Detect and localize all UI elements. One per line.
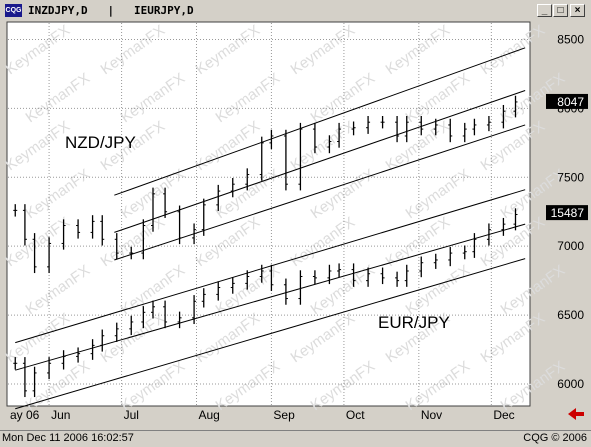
- price-chart[interactable]: KeymanFX KeymanFX KeymanFX KeymanFX KeymanFX…: [0, 0, 591, 430]
- last-price-labels: 8047 15487: [546, 93, 588, 221]
- x-tick-label: Jul: [124, 408, 139, 422]
- series-annotation: NZD/JPY: [65, 133, 136, 152]
- status-datetime: Mon Dec 11 2006 16:02:57: [2, 432, 134, 444]
- channel-line-lower: [114, 124, 526, 261]
- x-axis: ay 06 Jun Jul Aug Sep Oct Nov Dec: [10, 408, 515, 422]
- last-price-text: 8047: [557, 95, 584, 109]
- channel-line-mid: [15, 223, 526, 371]
- x-tick-label: Sep: [273, 408, 295, 422]
- x-tick-label: Oct: [346, 408, 365, 422]
- y-tick-label: 6000: [557, 377, 584, 391]
- x-tick-label: Dec: [493, 408, 514, 422]
- x-tick-label: Aug: [199, 408, 220, 422]
- channel-line-upper: [114, 47, 526, 196]
- minimize-button[interactable]: _: [537, 4, 552, 17]
- window-title: INZDJPY,D | IEURJPY,D: [28, 4, 194, 17]
- x-tick-label: Jun: [51, 408, 70, 422]
- last-price-text: 15487: [551, 206, 585, 220]
- left-arrow-icon[interactable]: [568, 408, 584, 420]
- y-tick-label: 7000: [557, 239, 584, 253]
- last-price-badge: [546, 205, 588, 221]
- close-button[interactable]: ×: [570, 4, 585, 17]
- last-price-badge: [546, 93, 588, 109]
- maximize-button[interactable]: □: [553, 4, 568, 17]
- x-tick-label: ay 06: [10, 408, 40, 422]
- channel-line-mid: [114, 90, 526, 233]
- y-tick-label: 8500: [557, 33, 584, 47]
- x-tick-label: Nov: [421, 408, 442, 422]
- y-tick-label: 7500: [557, 170, 584, 184]
- channel-line-upper: [15, 189, 526, 344]
- grid-lines: [8, 23, 530, 406]
- trend-channels: [15, 47, 526, 410]
- status-bar: Mon Dec 11 2006 16:02:57 CQG © 2006: [0, 430, 591, 447]
- channel-line-lower: [15, 258, 526, 410]
- app-icon[interactable]: CQG: [5, 4, 22, 17]
- y-tick-label: 6500: [557, 308, 584, 322]
- y-axis: 600065007000750080008500: [557, 33, 584, 391]
- title-bar[interactable]: CQG INZDJPY,D | IEURJPY,D _ □ ×: [2, 2, 589, 20]
- series-annotation: EUR/JPY: [378, 313, 450, 332]
- annotations: NZD/JPY EUR/JPY: [65, 133, 450, 332]
- status-copyright: CQG © 2006: [523, 432, 587, 444]
- price-bars: [13, 95, 518, 398]
